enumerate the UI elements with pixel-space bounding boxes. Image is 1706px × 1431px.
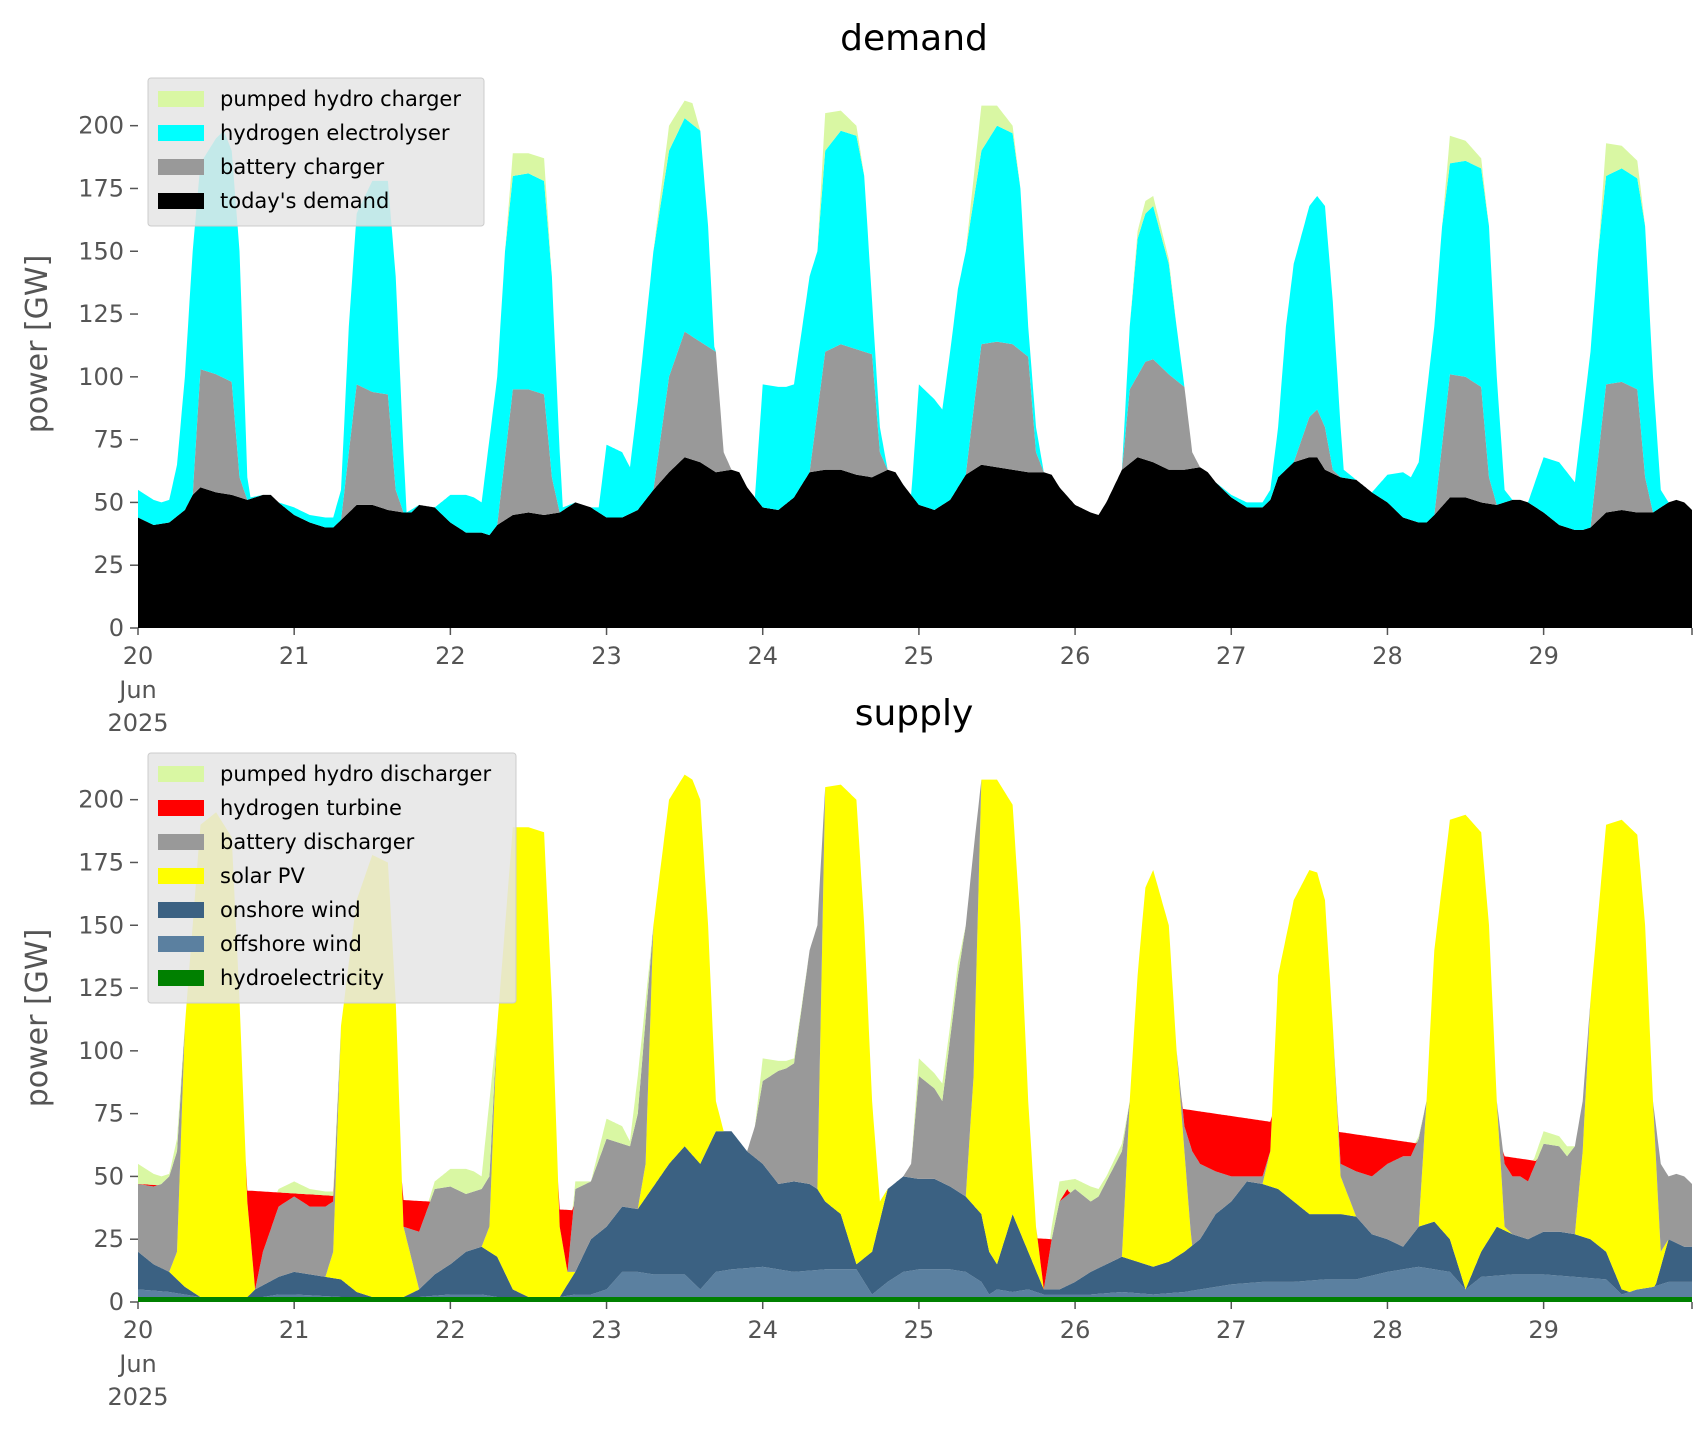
legend-swatch-solar-pv (158, 868, 204, 884)
x-tick-label: 20 (123, 642, 154, 670)
x-tick-sublabel: 2025 (107, 1383, 168, 1411)
legend-swatch-today-s-demand (158, 193, 204, 209)
area-pumped-hydro-discharger (138, 774, 1692, 1240)
x-tick-label: 24 (747, 1316, 778, 1344)
x-tick-label: 22 (435, 642, 466, 670)
supply-y-axis-label: power [GW] (20, 929, 55, 1108)
supply-title: supply (855, 693, 974, 734)
y-tick-label: 150 (78, 237, 124, 265)
x-tick-label: 24 (747, 642, 778, 670)
area-offshore-wind (138, 1266, 1692, 1297)
x-tick-sublabel: Jun (117, 676, 157, 704)
y-tick-label: 200 (78, 112, 124, 140)
x-tick-label: 20 (123, 1316, 154, 1344)
legend-swatch-offshore-wind (158, 936, 204, 952)
y-tick-label: 0 (109, 614, 124, 642)
demand-panel: demand 0 25 50 75 100 125 150 175 200 20 21 22 23 24 2… (20, 18, 1693, 737)
legend-label-battery-discharger: battery discharger (220, 830, 415, 854)
legend-label-pumped-hydro-charger: pumped hydro charger (220, 87, 461, 111)
x-tick-label: 27 (1216, 1316, 1247, 1344)
x-tick-label: 21 (279, 1316, 310, 1344)
legend-label-hydroelectricity: hydroelectricity (220, 966, 384, 990)
area-hydroelectricity (138, 1297, 1692, 1302)
legend-swatch-hydroelectricity (158, 970, 204, 986)
area-hydrogen-electrolyser (138, 118, 1692, 536)
x-tick-label: 29 (1528, 1316, 1559, 1344)
x-tick-label: 29 (1528, 642, 1559, 670)
x-tick-label: 26 (1060, 642, 1091, 670)
demand-axes: 0 25 50 75 100 125 150 175 200 20 21 22 23 24 25 26 27 28… (78, 112, 1693, 737)
legend-label-today-s-demand: today's demand (220, 189, 389, 213)
y-tick-label: 0 (109, 1288, 124, 1316)
y-tick-label: 125 (78, 300, 124, 328)
area-onshore-wind (138, 1131, 1692, 1297)
y-tick-label: 50 (93, 488, 124, 516)
y-tick-label: 200 (78, 786, 124, 814)
demand-legend: pumped hydro charger hydrogen electrolyse… (147, 77, 485, 227)
legend-label-pumped-hydro-discharger: pumped hydro discharger (220, 762, 491, 786)
x-tick-sublabel: Jun (117, 1350, 157, 1378)
legend-label-solar-pv: solar PV (220, 864, 305, 888)
y-tick-label: 75 (93, 1100, 124, 1128)
supply-panel: supply 0 25 50 75 100 125 150 175 200 20 21 22 23 24 2… (20, 693, 1693, 1411)
legend-swatch-battery-discharger (158, 834, 204, 850)
x-tick-label: 25 (904, 642, 935, 670)
x-tick-label: 28 (1372, 642, 1403, 670)
x-tick-sublabel: 2025 (107, 709, 168, 737)
x-tick-label: 28 (1372, 1316, 1403, 1344)
x-tick-label: 25 (904, 1316, 935, 1344)
legend-label-hydrogen-turbine: hydrogen turbine (220, 796, 402, 820)
legend-swatch-hydrogen-electrolyser (158, 125, 204, 141)
legend-label-hydrogen-electrolyser: hydrogen electrolyser (220, 121, 450, 145)
legend-box (147, 752, 517, 1004)
legend-swatch-battery-charger (158, 159, 204, 175)
x-tick-label: 27 (1216, 642, 1247, 670)
supply-legend: pumped hydro discharger hydrogen turbine b… (147, 752, 517, 1004)
legend-label-offshore-wind: offshore wind (220, 932, 362, 956)
legend-swatch-pumped-hydro-discharger (158, 766, 204, 782)
legend-box (147, 77, 485, 227)
legend-swatch-hydrogen-turbine (158, 800, 204, 816)
y-tick-label: 25 (93, 1225, 124, 1253)
x-tick-label: 26 (1060, 1316, 1091, 1344)
x-tick-label: 21 (279, 642, 310, 670)
y-tick-label: 150 (78, 911, 124, 939)
x-tick-label: 22 (435, 1316, 466, 1344)
demand-areas (138, 100, 1692, 628)
y-tick-label: 50 (93, 1162, 124, 1190)
y-tick-label: 100 (78, 1037, 124, 1065)
y-tick-label: 175 (78, 848, 124, 876)
y-tick-label: 175 (78, 174, 124, 202)
demand-title: demand (840, 18, 988, 59)
x-tick-label: 23 (591, 642, 622, 670)
area-solar-pv (138, 774, 1692, 1297)
legend-label-battery-charger: battery charger (220, 155, 385, 179)
demand-y-axis-label: power [GW] (20, 255, 55, 434)
area-battery-charger (138, 331, 1692, 536)
supply-axes: 0 25 50 75 100 125 150 175 200 20 21 22 23 24 25 26 27 28… (78, 786, 1693, 1411)
legend-swatch-pumped-hydro-charger (158, 91, 204, 107)
y-tick-label: 100 (78, 363, 124, 391)
y-tick-label: 25 (93, 551, 124, 579)
area-battery-discharger (138, 774, 1692, 1290)
area-today-s-demand (138, 457, 1692, 628)
y-tick-label: 75 (93, 426, 124, 454)
legend-swatch-onshore-wind (158, 902, 204, 918)
legend-label-onshore-wind: onshore wind (220, 898, 361, 922)
x-tick-label: 23 (591, 1316, 622, 1344)
y-tick-label: 125 (78, 974, 124, 1002)
supply-areas (138, 774, 1692, 1302)
